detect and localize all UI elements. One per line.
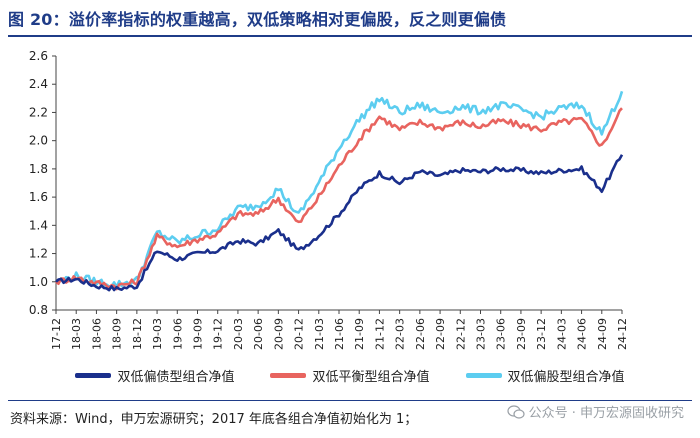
x-tick-label: 20-06 (252, 318, 265, 350)
line-chart: 0.8 1.0 1.2 1.4 1.6 1.8 2.0 2.2 2.4 2.6 17-12 18-03… (29, 49, 629, 350)
x-tick-label: 20-03 (232, 318, 245, 350)
x-tick-label: 18-12 (131, 318, 144, 350)
x-tick-label: 23-03 (475, 318, 488, 350)
x-tick-label: 23-12 (535, 318, 548, 350)
y-tick-label: 1.0 (29, 275, 48, 289)
x-tick-label: 23-06 (495, 318, 508, 350)
x-tick-label: 21-12 (373, 318, 386, 350)
x-tick-label: 18-09 (111, 318, 124, 350)
wechat-icon (506, 404, 525, 419)
x-tick-label: 19-09 (192, 318, 205, 350)
y-tick-label: 1.6 (29, 190, 48, 204)
y-tick-label: 1.8 (29, 162, 48, 176)
watermark: 公众号 · 申万宏源固收研究 (506, 402, 684, 421)
x-tick-label: 22-03 (394, 318, 407, 350)
x-tick-label: 21-06 (333, 318, 346, 350)
x-tick-label: 22-09 (434, 318, 447, 350)
legend-item-equity: 双低偏股型组合净值 (465, 366, 625, 385)
x-tick-label: 24-06 (576, 318, 589, 350)
chart-series-lines (55, 90, 624, 292)
legend-label-equity: 双低偏股型组合净值 (507, 370, 625, 385)
series-line-1 (55, 107, 623, 291)
legend-label-balanced: 双低平衡型组合净值 (312, 370, 430, 385)
chart-legend: 双低偏债型组合净值 双低平衡型组合净值 双低偏股型组合净值 (0, 366, 700, 385)
y-tick-label: 2.2 (29, 105, 48, 119)
series-line-0 (55, 154, 624, 292)
y-tick-label: 1.4 (29, 218, 48, 232)
x-tick-label: 22-12 (454, 318, 467, 350)
figure-title: 图 20：溢价率指标的权重越高，双低策略相对更偏股，反之则更偏债 (8, 10, 507, 29)
y-tick-label: 2.0 (29, 134, 48, 148)
x-tick-label: 17-12 (50, 318, 63, 350)
x-tick-label: 21-03 (313, 318, 326, 350)
x-tick-label: 19-12 (212, 318, 225, 350)
x-tick-label: 22-06 (414, 318, 427, 350)
watermark-text: 公众号 · 申万宏源固收研究 (528, 406, 684, 421)
title-rule (8, 35, 692, 37)
x-tick-label: 21-09 (353, 318, 366, 350)
y-tick-label: 2.4 (29, 77, 48, 91)
x-tick-label: 19-06 (171, 318, 184, 350)
x-tick-label: 20-12 (293, 318, 306, 350)
x-tick-label: 18-03 (70, 318, 83, 350)
y-tick-label: 1.2 (29, 247, 48, 261)
legend-item-bond: 双低偏债型组合净值 (75, 366, 234, 385)
x-tick-label: 19-03 (151, 318, 164, 350)
y-tick-label: 0.8 (29, 303, 48, 317)
footer-rule (8, 400, 692, 401)
x-tick-label: 24-12 (616, 318, 629, 350)
x-tick-label: 18-06 (90, 318, 103, 350)
legend-label-bond: 双低偏债型组合净值 (117, 370, 235, 385)
x-tick-label: 23-09 (515, 318, 528, 350)
legend-swatch-bond (75, 373, 112, 378)
x-tick-label: 24-09 (596, 318, 609, 350)
series-line-2 (55, 90, 624, 289)
y-tick-label: 2.6 (29, 49, 48, 63)
x-tick-label: 24-03 (555, 318, 568, 350)
source-note: 资料来源：Wind，申万宏源研究；2017 年底各组合净值初始化为 1； (10, 412, 418, 427)
legend-item-balanced: 双低平衡型组合净值 (270, 366, 430, 385)
legend-swatch-balanced (270, 373, 307, 378)
chart-axes: 0.8 1.0 1.2 1.4 1.6 1.8 2.0 2.2 2.4 2.6 17-12 18-03… (29, 49, 629, 350)
legend-swatch-equity (465, 373, 502, 378)
x-tick-label: 20-09 (272, 318, 285, 350)
